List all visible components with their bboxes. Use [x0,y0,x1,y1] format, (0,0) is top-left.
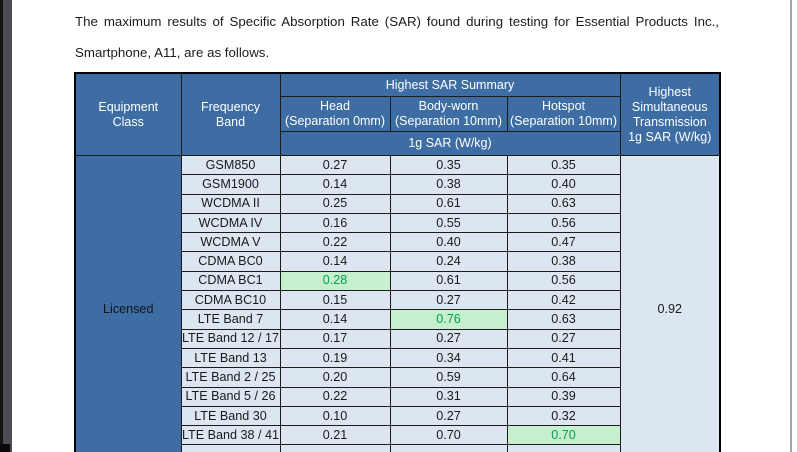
header-sar-summary: Highest SAR Summary [279,72,621,97]
table-row: LTE Band 5 / 26 0.22 0.31 0.39 [75,386,720,407]
header-head: Head (Separation 0mm) [279,96,391,132]
table-row: WCDMA V 0.22 0.40 0.47 [75,232,720,253]
empty-cell [389,444,508,452]
table-row-partial [75,444,720,452]
table-row: GSM1900 0.14 0.38 0.40 [75,174,720,195]
window-edge-left [0,0,3,452]
frequency-band-cell: LTE Band 5 / 26 [180,386,281,407]
hotspot-sar-cell: 0.63 [506,193,621,214]
frequency-band-cell: WCDMA V [180,232,281,253]
empty-cell [180,444,281,452]
head-sar-cell: 0.15 [279,290,391,311]
body-worn-sar-cell: 0.24 [389,251,508,272]
hotspot-sar-cell: 0.41 [506,347,621,369]
body-worn-sar-cell: 0.27 [389,405,508,427]
bottom-left-corner-mark [0,444,10,452]
body-worn-sar-cell: 0.27 [389,290,508,311]
header-simultaneous-transmission: Highest Simultaneous Transmission 1g SAR… [619,72,721,156]
body-worn-sar-cell: 0.61 [389,193,508,214]
frequency-band-cell: LTE Band 2 / 25 [180,367,281,388]
hotspot-sar-cell: 0.32 [506,405,621,427]
hotspot-sar-cell: 0.40 [506,174,621,195]
head-sar-cell: 0.16 [279,212,391,234]
empty-cell [279,444,391,452]
frequency-band-cell: GSM850 [180,154,281,176]
header-hotspot: Hotspot (Separation 10mm) [506,96,621,132]
head-sar-cell: 0.27 [279,154,391,176]
head-sar-cell: 0.20 [279,367,391,388]
head-sar-cell: 0.10 [279,405,391,427]
table-row: LTE Band 30 0.10 0.27 0.32 [75,405,720,427]
frequency-band-cell: CDMA BC0 [180,251,281,272]
frequency-band-cell: CDMA BC10 [180,290,281,311]
header-frequency-band: Frequency Band [180,72,281,156]
hotspot-sar-cell: 0.27 [506,328,621,349]
head-sar-cell: 0.25 [279,193,391,214]
frequency-band-cell: LTE Band 12 / 17 [180,328,281,349]
equipment-class-cell: Licensed [74,154,182,452]
head-sar-cell: 0.22 [279,232,391,253]
hotspot-sar-cell: 0.35 [506,154,621,176]
body-worn-sar-cell: 0.34 [389,347,508,369]
window-edge-gray-strip [3,0,12,452]
head-sar-cell: 0.14 [279,251,391,272]
header-unit: 1g SAR (W/kg) [279,131,621,156]
frequency-band-cell: GSM1900 [180,174,281,195]
body-worn-sar-cell: 0.38 [389,174,508,195]
frequency-band-cell: LTE Band 38 / 41 [180,425,281,446]
header-body-worn: Body-worn (Separation 10mm) [389,96,508,132]
hotspot-sar-cell: 0.47 [506,232,621,253]
head-sar-cell: 0.21 [279,425,391,446]
header-equipment-class: Equipment Class [74,72,182,156]
empty-cell [506,444,621,452]
hotspot-sar-cell: 0.56 [506,270,621,292]
frequency-band-cell: CDMA BC1 [180,270,281,292]
table-row: WCDMA IV 0.16 0.55 0.56 [75,212,720,234]
table-row: LTE Band 38 / 41 0.21 0.70 0.70 [75,425,720,446]
page-right-border [790,0,792,452]
simultaneous-value-cell: 0.92 [619,154,721,452]
hotspot-sar-cell: 0.56 [506,212,621,234]
intro-paragraph: The maximum results of Specific Absorpti… [75,6,719,68]
frequency-band-cell: WCDMA II [180,193,281,214]
hotspot-sar-cell: 0.70 [506,425,621,446]
head-sar-cell: 0.17 [279,328,391,349]
frequency-band-cell: LTE Band 7 [180,309,281,330]
sar-results-table: Equipment Class Frequency Band Highest S… [74,72,721,452]
head-sar-cell: 0.14 [279,174,391,195]
head-sar-cell: 0.22 [279,386,391,407]
hotspot-sar-cell: 0.38 [506,251,621,272]
frequency-band-cell: LTE Band 13 [180,347,281,369]
table-row: LTE Band 13 0.19 0.34 0.41 [75,347,720,369]
body-worn-sar-cell: 0.27 [389,328,508,349]
intro-line-1: The maximum results of Specific Absorpti… [75,14,719,29]
body-worn-sar-cell: 0.59 [389,367,508,388]
hotspot-sar-cell: 0.39 [506,386,621,407]
head-sar-cell: 0.28 [279,270,391,292]
table-row: CDMA BC10 0.15 0.27 0.42 [75,290,720,311]
body-worn-sar-cell: 0.70 [389,425,508,446]
head-sar-cell: 0.14 [279,309,391,330]
frequency-band-cell: WCDMA IV [180,212,281,234]
hotspot-sar-cell: 0.64 [506,367,621,388]
frequency-band-cell: LTE Band 30 [180,405,281,427]
table-row: LTE Band 2 / 25 0.20 0.59 0.64 [75,367,720,388]
body-worn-sar-cell: 0.55 [389,212,508,234]
body-worn-sar-cell: 0.31 [389,386,508,407]
body-worn-sar-cell: 0.40 [389,232,508,253]
hotspot-sar-cell: 0.63 [506,309,621,330]
body-worn-sar-cell: 0.76 [389,309,508,330]
table-row: WCDMA II 0.25 0.61 0.63 [75,193,720,214]
hotspot-sar-cell: 0.42 [506,290,621,311]
head-sar-cell: 0.19 [279,347,391,369]
body-worn-sar-cell: 0.35 [389,154,508,176]
intro-line-2: Smartphone, A11, are as follows. [75,45,270,60]
body-worn-sar-cell: 0.61 [389,270,508,292]
table-row: Licensed GSM850 0.27 0.35 0.35 0.92 [74,154,721,452]
